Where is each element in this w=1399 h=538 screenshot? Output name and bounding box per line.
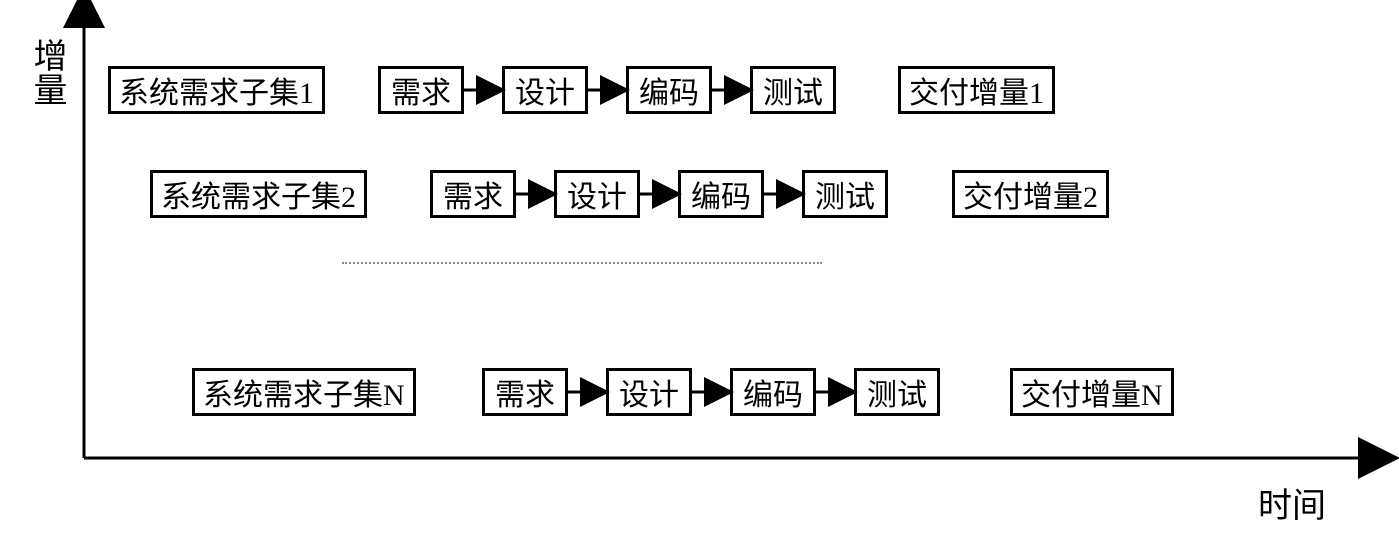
deliver-label-2: 交付增量2 (963, 172, 1098, 216)
phase-box-2-0: 需求 (430, 170, 516, 218)
deliver-label-n: 交付增量N (1021, 370, 1163, 414)
subset-label-2: 系统需求子集2 (161, 172, 356, 216)
subset-box-2: 系统需求子集2 (150, 170, 367, 218)
phase-label-n-1: 设计 (619, 370, 679, 414)
phase-box-n-0: 需求 (482, 368, 568, 416)
subset-box-n: 系统需求子集N (192, 368, 416, 416)
phase-label-2-3: 测试 (815, 172, 875, 216)
phase-label-n-0: 需求 (495, 370, 555, 414)
phase-box-n-3: 测试 (854, 368, 940, 416)
phase-box-1-0: 需求 (378, 66, 464, 114)
deliver-box-1: 交付增量1 (898, 66, 1055, 114)
x-axis-label: 时间 (1258, 478, 1326, 527)
phase-box-2-2: 编码 (678, 170, 764, 218)
phase-label-n-2: 编码 (743, 370, 803, 414)
phase-label-1-3: 测试 (763, 68, 823, 112)
subset-label-1: 系统需求子集1 (119, 68, 314, 112)
phase-box-2-1: 设计 (554, 170, 640, 218)
phase-box-1-3: 测试 (750, 66, 836, 114)
subset-box-1: 系统需求子集1 (108, 66, 325, 114)
phase-label-2-0: 需求 (443, 172, 503, 216)
diagram-canvas: 增量 时间 系统需求子集1 需求 设计 编码 测试 交付增量1 系统需求子集2 … (0, 0, 1399, 538)
phase-box-2-3: 测试 (802, 170, 888, 218)
ellipsis-dotted-line (342, 262, 822, 264)
phase-label-1-1: 设计 (515, 68, 575, 112)
phase-label-1-0: 需求 (391, 68, 451, 112)
phase-label-2-2: 编码 (691, 172, 751, 216)
subset-label-n: 系统需求子集N (203, 370, 405, 414)
phase-label-1-2: 编码 (639, 68, 699, 112)
phase-box-1-1: 设计 (502, 66, 588, 114)
phase-box-1-2: 编码 (626, 66, 712, 114)
deliver-label-1: 交付增量1 (909, 68, 1044, 112)
deliver-box-n: 交付增量N (1010, 368, 1174, 416)
phase-box-n-2: 编码 (730, 368, 816, 416)
phase-box-n-1: 设计 (606, 368, 692, 416)
deliver-box-2: 交付增量2 (952, 170, 1109, 218)
y-axis-label: 增量 (22, 38, 71, 106)
phase-label-n-3: 测试 (867, 370, 927, 414)
phase-label-2-1: 设计 (567, 172, 627, 216)
